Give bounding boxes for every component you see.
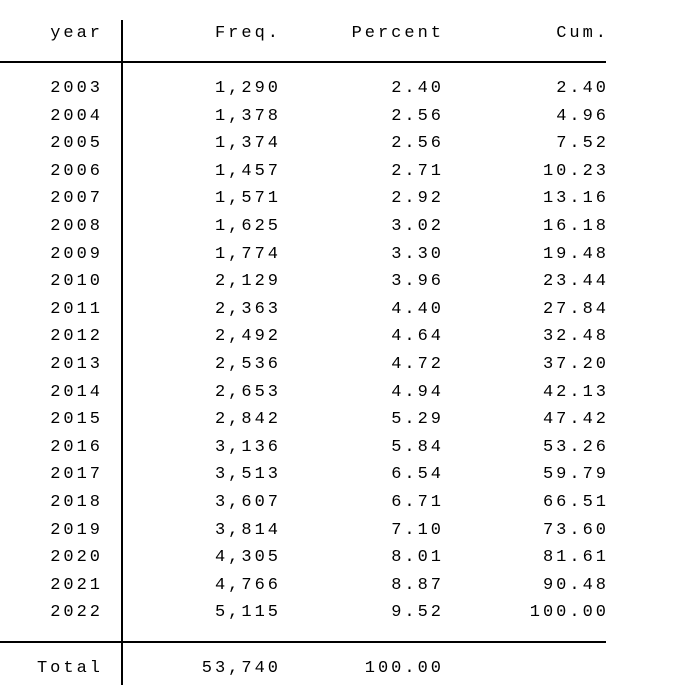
row-cell: 2005 (50, 134, 103, 154)
row-cell: 73.60 (542, 520, 609, 540)
row-cell: 2.56 (391, 134, 444, 154)
row-cell: 2004 (50, 106, 103, 126)
row-cell: 1,290 (214, 79, 281, 98)
row-cell: 59.79 (542, 465, 609, 485)
row-cell: 16.18 (542, 217, 609, 236)
row-cell: 3,513 (214, 465, 281, 485)
row-cell: 6.71 (391, 493, 444, 512)
row-cell: 90.48 (542, 575, 609, 595)
row-cell: 2.56 (391, 106, 444, 126)
row-cell: 1,625 (214, 217, 281, 236)
row-cell: 8.87 (391, 575, 444, 595)
row-cell: 2.92 (391, 189, 444, 209)
vertical-rule (121, 20, 123, 685)
row-cell: 2010 (50, 272, 103, 292)
header-cell: Percent (351, 24, 444, 43)
header-cell: Freq. (214, 24, 281, 43)
row-cell: 53.26 (542, 437, 609, 457)
row-cell: 2022 (50, 603, 103, 623)
row-cell: 4.64 (391, 327, 444, 347)
row-cell: 2013 (50, 355, 103, 374)
row-cell: 2021 (50, 575, 103, 595)
row-cell: 4,766 (214, 575, 281, 595)
row-cell: 2020 (50, 548, 103, 568)
row-cell: 2011 (50, 299, 103, 319)
row-cell: 2,653 (214, 382, 281, 402)
header-cell: year (50, 24, 103, 43)
row-cell: 2019 (50, 520, 103, 540)
row-cell: 3,814 (214, 520, 281, 540)
row-cell: 42.13 (542, 382, 609, 402)
row-cell: 1,774 (214, 244, 281, 264)
row-cell: 2,842 (214, 410, 281, 430)
row-cell: 3,136 (214, 437, 281, 457)
row-cell: 2003 (50, 79, 103, 98)
row-cell: 66.51 (542, 493, 609, 512)
row-cell: 2,129 (214, 272, 281, 292)
row-cell: 9.52 (391, 603, 444, 623)
row-cell: 4.94 (391, 382, 444, 402)
row-cell: 7.52 (556, 134, 609, 154)
row-cell: 3.02 (391, 217, 444, 236)
row-cell: 5.84 (391, 437, 444, 457)
row-cell: 10.23 (542, 161, 609, 181)
row-cell: 2009 (50, 244, 103, 264)
row-cell: 3.30 (391, 244, 444, 264)
row-cell: 2008 (50, 217, 103, 236)
row-cell: 2015 (50, 410, 103, 430)
row-cell: 2016 (50, 437, 103, 457)
row-cell: 2.40 (556, 79, 609, 98)
row-cell: 1,378 (214, 106, 281, 126)
row-cell: 13.16 (542, 189, 609, 209)
row-cell: 1,571 (214, 189, 281, 209)
row-cell: 7.10 (391, 520, 444, 540)
row-cell: 1,374 (214, 134, 281, 154)
row-cell: 81.61 (542, 548, 609, 568)
row-cell: 2007 (50, 189, 103, 209)
header-rule (0, 61, 606, 63)
total-rule (0, 641, 606, 643)
total-cell: 100.00 (364, 659, 444, 678)
total-cell: Total (36, 659, 103, 678)
row-cell: 27.84 (542, 299, 609, 319)
row-cell: 2006 (50, 161, 103, 181)
row-cell: 3,607 (214, 493, 281, 512)
row-cell: 2,363 (214, 299, 281, 319)
row-cell: 2014 (50, 382, 103, 402)
row-cell: 4.72 (391, 355, 444, 374)
row-cell: 2,492 (214, 327, 281, 347)
row-cell: 5,115 (214, 603, 281, 623)
row-cell: 2012 (50, 327, 103, 347)
row-cell: 2,536 (214, 355, 281, 374)
row-cell: 32.48 (542, 327, 609, 347)
total-cell: 53,740 (201, 659, 281, 678)
row-cell: 5.29 (391, 410, 444, 430)
row-cell: 4.40 (391, 299, 444, 319)
row-cell: 100.00 (529, 603, 609, 623)
row-cell: 23.44 (542, 272, 609, 292)
row-cell: 47.42 (542, 410, 609, 430)
row-cell: 8.01 (391, 548, 444, 568)
row-cell: 4.96 (556, 106, 609, 126)
row-cell: 37.20 (542, 355, 609, 374)
row-cell: 2.40 (391, 79, 444, 98)
row-cell: 3.96 (391, 272, 444, 292)
row-cell: 4,305 (214, 548, 281, 568)
row-cell: 2.71 (391, 161, 444, 181)
row-cell: 2017 (50, 465, 103, 485)
header-cell: Cum. (556, 24, 609, 43)
row-cell: 6.54 (391, 465, 444, 485)
row-cell: 2018 (50, 493, 103, 512)
row-cell: 1,457 (214, 161, 281, 181)
row-cell: 19.48 (542, 244, 609, 264)
